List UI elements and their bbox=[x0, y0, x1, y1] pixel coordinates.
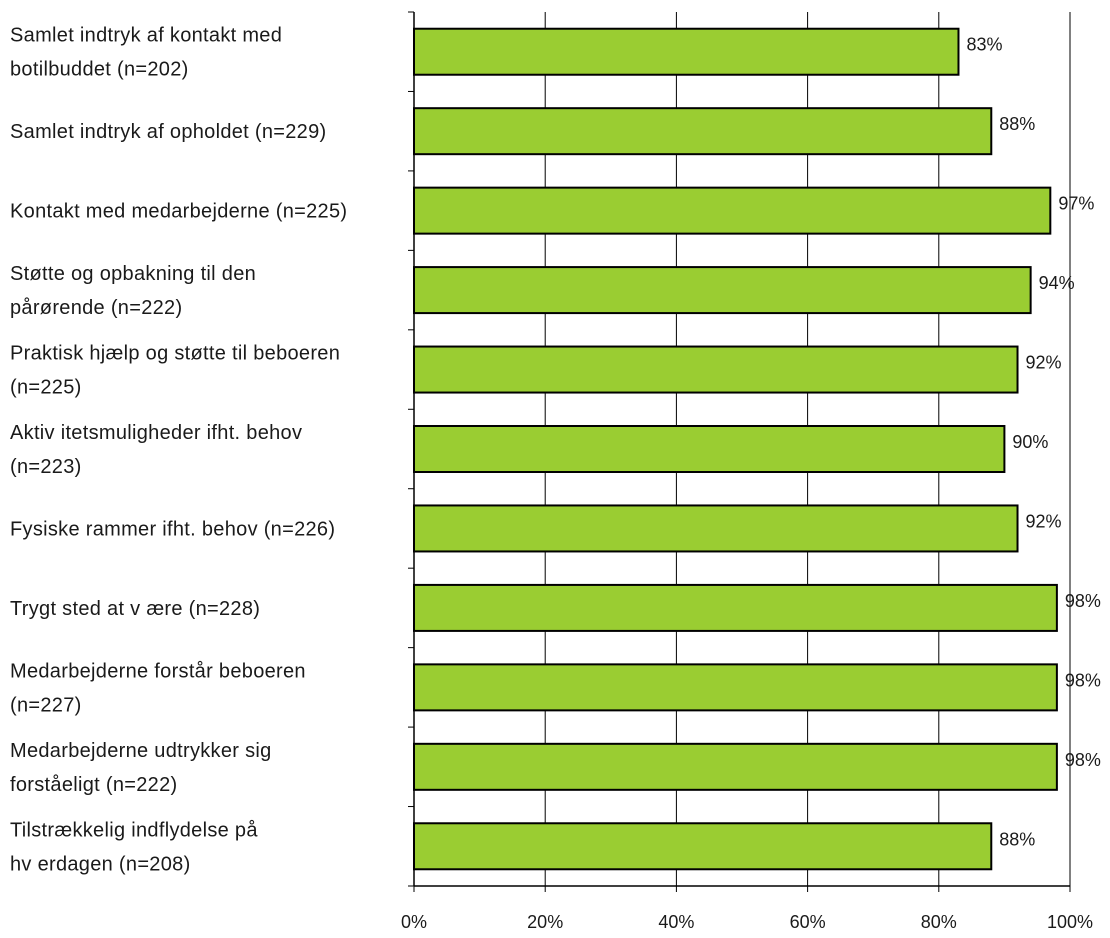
x-tick-labels: 0% 20% 40% 60% 80% 100% bbox=[401, 912, 1093, 932]
category-label-7: Trygt sted at v ære (n=228) bbox=[10, 598, 260, 620]
bar-8 bbox=[413, 663, 1058, 712]
bar-4 bbox=[413, 345, 1019, 394]
category-label-10: Tilstrækkelig indflydelse på hv erdagen (… bbox=[10, 819, 258, 875]
bar-9 bbox=[413, 742, 1058, 791]
bar-7 bbox=[413, 583, 1058, 632]
x-tick-label-40: 40% bbox=[658, 912, 694, 932]
value-label-10: 88% bbox=[999, 829, 1035, 849]
value-label-6: 92% bbox=[1026, 511, 1062, 531]
bar-6 bbox=[413, 504, 1019, 553]
category-label-5: Aktiv itetsmuligheder ifht. behov (n=223) bbox=[10, 422, 302, 478]
value-label-3: 94% bbox=[1039, 273, 1075, 293]
bar-0 bbox=[413, 27, 960, 76]
category-label-4: Praktisk hjælp og støtte til beboeren (n=… bbox=[10, 343, 340, 399]
x-tick-label-0: 0% bbox=[401, 912, 427, 932]
value-labels: 83% 88% 97% 94% 92% 90% 92% 98% 98% 98% 88% bbox=[966, 35, 1100, 850]
value-label-5: 90% bbox=[1012, 432, 1048, 452]
x-tick-label-100: 100% bbox=[1047, 912, 1093, 932]
bar-3 bbox=[413, 266, 1032, 315]
category-labels: Samlet indtryk af kontakt med botilbuddet… bbox=[10, 25, 347, 876]
value-label-4: 92% bbox=[1026, 353, 1062, 373]
value-label-1: 88% bbox=[999, 114, 1035, 134]
value-label-2: 97% bbox=[1058, 194, 1094, 214]
axes bbox=[408, 11, 1071, 892]
category-label-1: Samlet indtryk af opholdet (n=229) bbox=[10, 121, 327, 143]
x-tick-label-20: 20% bbox=[527, 912, 563, 932]
x-tick-label-60: 60% bbox=[790, 912, 826, 932]
value-label-7: 98% bbox=[1065, 591, 1101, 611]
bar-5 bbox=[413, 425, 1006, 473]
category-label-9: Medarbejderne udtrykker sig forståeligt (… bbox=[10, 740, 272, 796]
bar-1 bbox=[413, 107, 993, 156]
category-label-8: Medarbejderne forstår beboeren (n=227) bbox=[10, 660, 306, 716]
value-label-8: 98% bbox=[1065, 670, 1101, 690]
bars bbox=[413, 27, 1058, 871]
category-label-2: Kontakt med medarbejderne (n=225) bbox=[10, 201, 347, 223]
category-label-6: Fysiske rammer ifht. behov (n=226) bbox=[10, 518, 335, 540]
category-label-0: Samlet indtryk af kontakt med botilbuddet… bbox=[10, 25, 282, 81]
value-label-0: 83% bbox=[966, 35, 1002, 55]
category-label-3: Støtte og opbakning til den pårørende (n=… bbox=[10, 263, 256, 319]
x-tick-label-80: 80% bbox=[921, 912, 957, 932]
bar-10 bbox=[413, 822, 993, 871]
value-label-9: 98% bbox=[1065, 750, 1101, 770]
bar-2 bbox=[413, 186, 1052, 235]
